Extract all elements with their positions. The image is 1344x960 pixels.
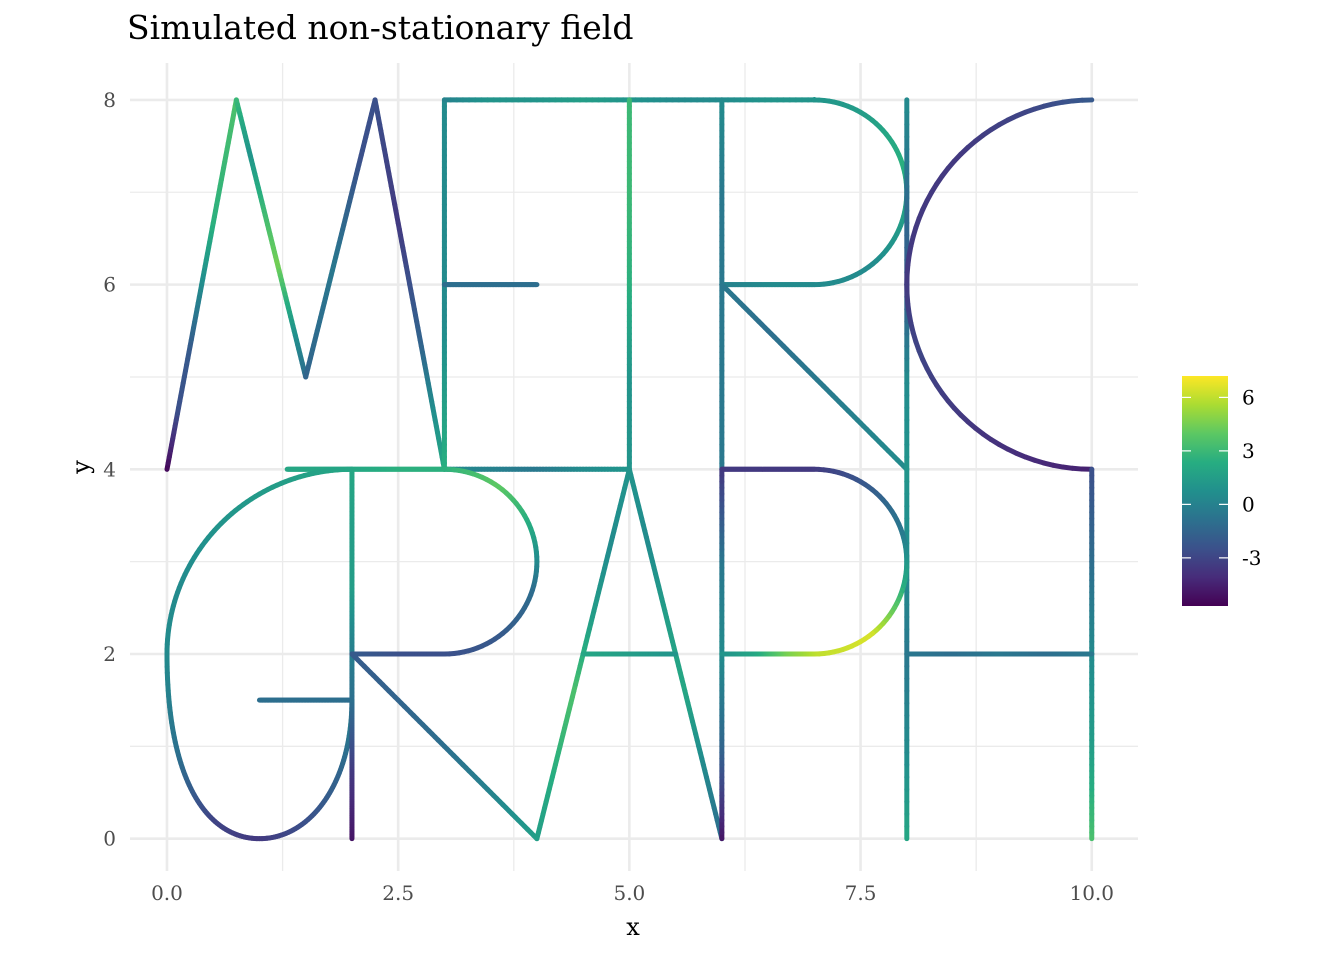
y-tick-label: 8 <box>103 88 116 112</box>
x-tick-label: 10.0 <box>1069 881 1114 905</box>
y-tick-label: 2 <box>103 642 116 666</box>
x-tick-label: 7.5 <box>845 881 877 905</box>
edge-M-1 <box>164 97 239 472</box>
colorbar-legend: 6 3 0 -3 <box>1182 376 1261 606</box>
edge-G-lower <box>164 651 262 842</box>
x-axis-ticks: 0.0 2.5 5.0 7.5 10.0 <box>151 881 1114 905</box>
x-tick-label: 5.0 <box>613 881 645 905</box>
graph-edges <box>164 97 1095 842</box>
edge-A-right <box>626 466 725 842</box>
grid-minor <box>130 63 1138 871</box>
colorbar-tick-label: 3 <box>1242 439 1255 463</box>
colorbar <box>1182 376 1228 606</box>
y-axis-title: y <box>67 460 95 475</box>
edge-R-bowl <box>811 97 910 288</box>
x-axis-title: x <box>626 913 640 941</box>
y-tick-label: 4 <box>103 457 116 481</box>
y-tick-label: 0 <box>103 827 116 851</box>
y-axis-ticks: 0 2 4 6 8 <box>103 88 116 851</box>
edge-P-bowl <box>811 466 910 657</box>
edge-R2-leg <box>349 651 540 842</box>
colorbar-tick-label: 0 <box>1242 492 1255 516</box>
colorbar-tick-label: -3 <box>1242 546 1261 570</box>
x-tick-label: 0.0 <box>151 881 183 905</box>
edge-M-4 <box>372 97 447 472</box>
plot-panel <box>130 63 1138 871</box>
y-tick-label: 6 <box>103 273 116 297</box>
colorbar-ticks: 6 3 0 -3 <box>1182 385 1261 570</box>
edge-C-arc <box>904 97 1095 472</box>
edge-R2-bowl <box>441 466 540 657</box>
x-tick-label: 2.5 <box>382 881 414 905</box>
chart-title: Simulated non-stationary field <box>127 8 633 47</box>
colorbar-tick-label: 6 <box>1242 385 1255 409</box>
